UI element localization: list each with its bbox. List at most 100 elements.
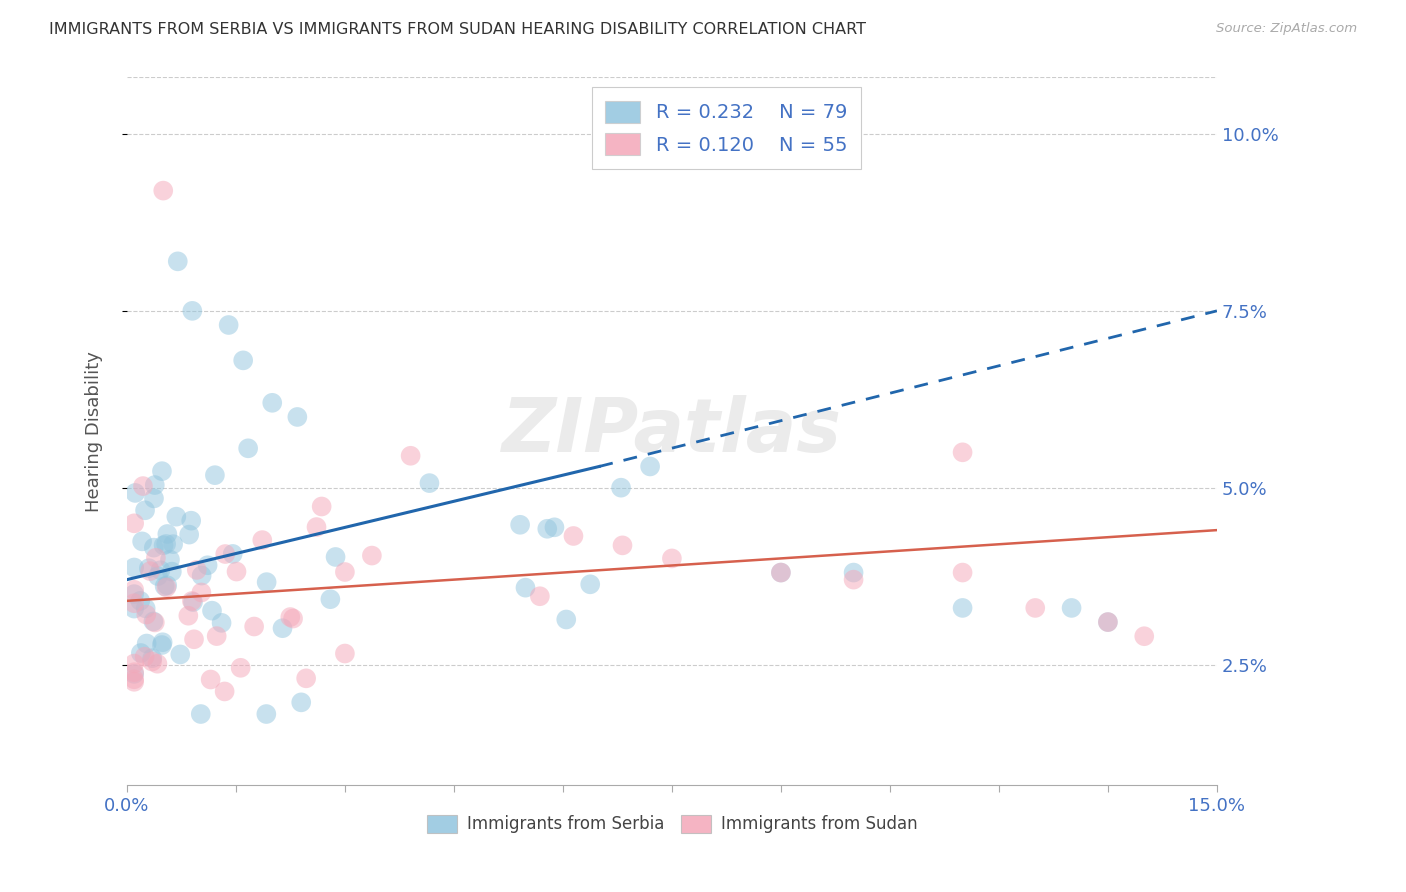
Point — [180, 594, 202, 608]
Point — [179, 527, 201, 541]
Point — [134, 649, 156, 664]
Point — [190, 568, 212, 582]
Point — [952, 566, 974, 580]
Point — [142, 615, 165, 629]
Point — [295, 671, 318, 685]
Point — [122, 657, 145, 671]
Point — [214, 684, 236, 698]
Point — [1024, 601, 1046, 615]
Point — [769, 566, 792, 580]
Point — [150, 638, 173, 652]
Point — [333, 647, 356, 661]
Point — [177, 608, 200, 623]
Point — [139, 564, 162, 578]
Point — [134, 503, 156, 517]
Point — [122, 587, 145, 601]
Point — [186, 563, 208, 577]
Point — [145, 550, 167, 565]
Point — [150, 464, 173, 478]
Point — [236, 442, 259, 456]
Point — [319, 592, 342, 607]
Point — [141, 651, 163, 665]
Point — [183, 632, 205, 647]
Point — [180, 514, 202, 528]
Point — [638, 459, 661, 474]
Point — [156, 578, 179, 592]
Point — [515, 581, 537, 595]
Point — [333, 565, 356, 579]
Point — [285, 409, 308, 424]
Point — [311, 500, 333, 514]
Point — [418, 476, 440, 491]
Point — [211, 615, 233, 630]
Point — [135, 601, 157, 615]
Point — [122, 673, 145, 687]
Point — [152, 184, 174, 198]
Point — [166, 254, 188, 268]
Point — [155, 537, 177, 551]
Point — [142, 541, 165, 555]
Point — [129, 646, 152, 660]
Point — [122, 560, 145, 574]
Point — [281, 611, 304, 625]
Text: IMMIGRANTS FROM SERBIA VS IMMIGRANTS FROM SUDAN HEARING DISABILITY CORRELATION C: IMMIGRANTS FROM SERBIA VS IMMIGRANTS FRO… — [49, 22, 866, 37]
Point — [290, 695, 312, 709]
Point — [149, 563, 172, 577]
Text: ZIPatlas: ZIPatlas — [502, 394, 842, 467]
Point — [152, 635, 174, 649]
Point — [190, 585, 212, 599]
Point — [165, 509, 187, 524]
Point — [271, 621, 294, 635]
Point — [122, 516, 145, 531]
Point — [129, 594, 152, 608]
Point — [1133, 629, 1156, 643]
Point — [612, 538, 634, 552]
Point — [169, 648, 191, 662]
Point — [305, 520, 328, 534]
Point — [543, 520, 565, 534]
Point — [579, 577, 602, 591]
Point — [769, 566, 792, 580]
Y-axis label: Hearing Disability: Hearing Disability — [86, 351, 103, 511]
Point — [214, 547, 236, 561]
Point — [254, 706, 277, 721]
Point — [122, 601, 145, 615]
Point — [562, 529, 585, 543]
Point — [159, 552, 181, 566]
Point — [218, 318, 240, 332]
Point — [205, 629, 228, 643]
Point — [399, 449, 422, 463]
Point — [952, 445, 974, 459]
Point — [361, 549, 384, 563]
Point — [555, 612, 578, 626]
Point — [131, 534, 153, 549]
Point — [201, 604, 224, 618]
Point — [509, 517, 531, 532]
Point — [122, 674, 145, 689]
Point — [952, 601, 974, 615]
Point — [122, 666, 145, 681]
Point — [162, 537, 184, 551]
Point — [278, 610, 301, 624]
Point — [200, 673, 222, 687]
Point — [229, 661, 252, 675]
Legend: R = 0.232    N = 79, R = 0.120    N = 55: R = 0.232 N = 79, R = 0.120 N = 55 — [592, 87, 860, 169]
Point — [610, 481, 633, 495]
Point — [153, 579, 176, 593]
Point — [181, 595, 204, 609]
Point — [262, 396, 284, 410]
Point — [135, 607, 157, 622]
Point — [138, 561, 160, 575]
Point — [160, 565, 183, 579]
Point — [222, 547, 245, 561]
Point — [252, 533, 274, 547]
Point — [225, 565, 247, 579]
Point — [146, 657, 169, 671]
Point — [190, 706, 212, 721]
Point — [122, 665, 145, 680]
Text: Source: ZipAtlas.com: Source: ZipAtlas.com — [1216, 22, 1357, 36]
Point — [124, 486, 146, 500]
Point — [132, 479, 155, 493]
Point — [146, 569, 169, 583]
Point — [232, 353, 254, 368]
